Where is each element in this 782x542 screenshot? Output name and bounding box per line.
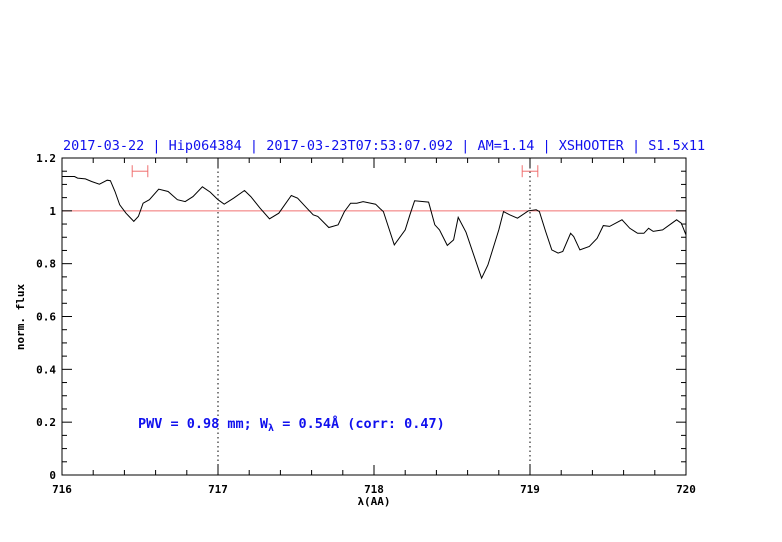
y-tick-label: 0.6: [36, 311, 56, 324]
pwv-annotation: PWV = 0.98 mm; Wλ = 0.54Å (corr: 0.47): [138, 415, 445, 434]
y-tick-label: 0.4: [36, 363, 56, 376]
x-axis-label: λ(AA): [357, 495, 390, 508]
x-tick-label: 716: [52, 483, 72, 496]
chart-title: 2017-03-22 | Hip064384 | 2017-03-23T07:5…: [63, 138, 705, 154]
x-tick-label: 718: [364, 483, 384, 496]
x-tick-label: 719: [520, 483, 540, 496]
x-tick-label: 720: [676, 483, 696, 496]
flux-curve: [62, 176, 687, 280]
x-tick-label: 717: [208, 483, 228, 496]
annotation-sub: λ: [268, 423, 274, 434]
y-axis-label: norm. flux: [14, 284, 27, 351]
annotation-suffix: = 0.54Å (corr: 0.47): [274, 415, 445, 432]
y-tick-label: 0.8: [36, 258, 56, 271]
y-tick-label: 0: [49, 469, 56, 482]
error-bars: [131, 165, 539, 178]
markers-layer: [62, 158, 686, 475]
axis-ticks: 716 717 718 719 720 0 0.2 0.4 0.6 0.8 1 1.2: [36, 152, 696, 496]
plot-frame: [61, 157, 687, 476]
y-tick-label: 1.2: [36, 152, 56, 165]
y-tick-label: 0.2: [36, 416, 56, 429]
annotation-prefix: PWV = 0.98 mm; W: [138, 416, 269, 432]
y-tick-label: 1: [49, 205, 56, 218]
